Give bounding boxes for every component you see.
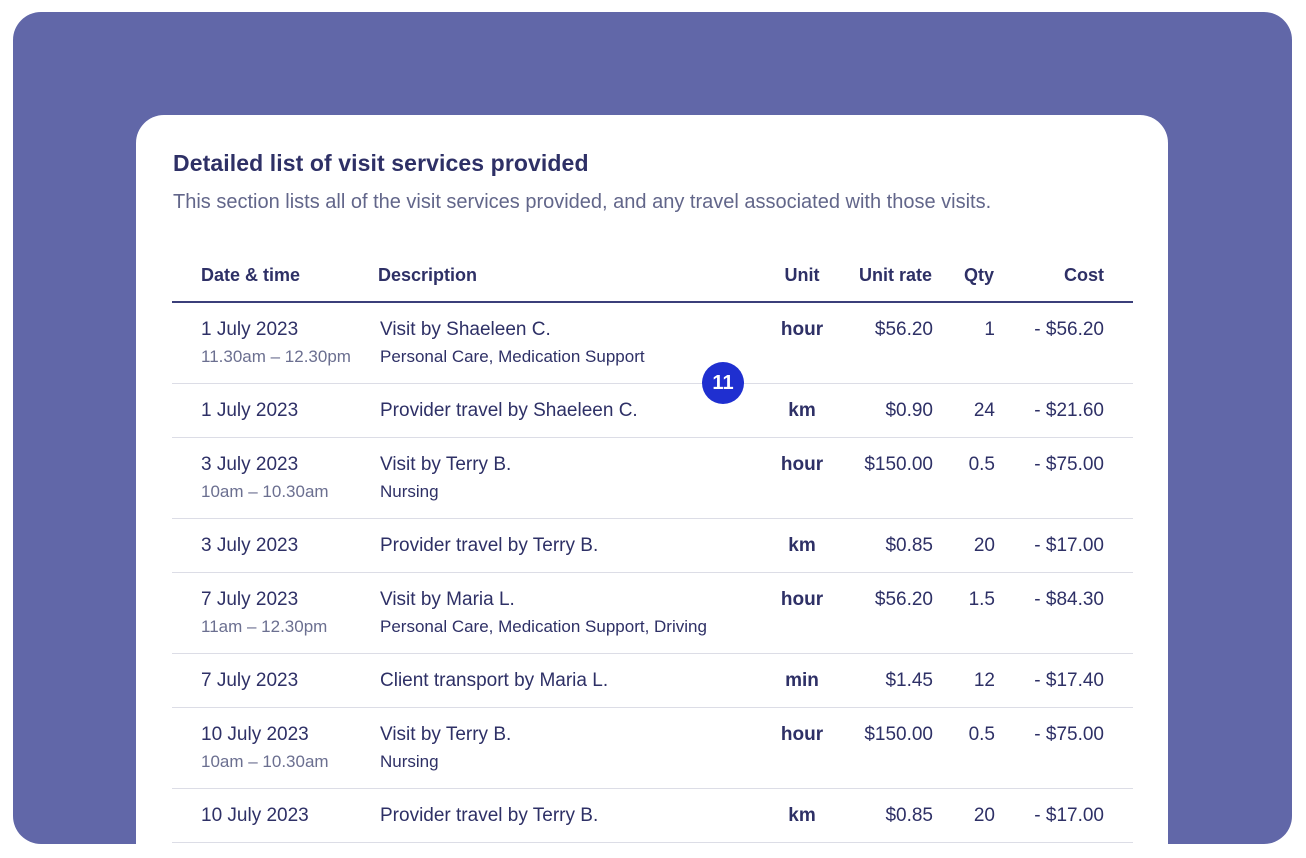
table-row: 3 July 2023 Provider travel by Terry B. …	[172, 519, 1133, 573]
visit-description: Visit by Terry B.	[380, 724, 512, 745]
outer-frame: Detailed list of visit services provided…	[13, 12, 1292, 844]
qty-cell: 12	[973, 670, 995, 691]
qty-cell: 1.5	[968, 589, 995, 610]
visit-date: 10 July 2023	[201, 724, 309, 745]
visit-time: 11am – 12.30pm	[201, 617, 328, 636]
visit-date: 1 July 2023	[201, 319, 299, 340]
unit-cell: hour	[780, 319, 824, 340]
unit-cell: hour	[780, 589, 824, 610]
services-table: Date & time Description Unit Unit rate Q…	[172, 255, 1133, 843]
cost-cell: - $21.60	[1034, 400, 1104, 421]
table-header: Date & time Description Unit Unit rate Q…	[172, 255, 1133, 303]
qty-cell: 0.5	[968, 724, 995, 745]
qty-cell: 20	[973, 805, 995, 826]
visit-time: 10am – 10.30am	[201, 482, 329, 501]
rate-cell: $0.85	[885, 805, 933, 826]
date-cell: 3 July 2023	[201, 535, 298, 557]
header-unit-rate: Unit rate	[858, 265, 932, 285]
cost-cell: - $75.00	[1034, 454, 1104, 475]
services-card: Detailed list of visit services provided…	[136, 115, 1168, 844]
description-cell: Provider travel by Terry B.	[380, 535, 598, 557]
table-row: 3 July 2023 10am – 10.30am Visit by Terr…	[172, 438, 1133, 519]
table-row: 1 July 2023 11.30am – 12.30pm Visit by S…	[172, 303, 1133, 384]
cost-cell: - $17.40	[1034, 670, 1104, 691]
description-cell: Visit by Terry B. Nursing	[380, 454, 511, 502]
description-cell: Visit by Maria L. Personal Care, Medicat…	[380, 589, 707, 637]
qty-cell: 1	[984, 319, 995, 340]
header-unit: Unit	[784, 265, 820, 285]
unit-cell: min	[785, 670, 819, 691]
visit-description: Provider travel by Shaeleen C.	[380, 400, 638, 421]
date-cell: 7 July 2023 11am – 12.30pm	[201, 589, 327, 637]
visit-time: 10am – 10.30am	[201, 752, 329, 771]
visit-description: Visit by Terry B.	[380, 454, 512, 475]
unit-cell: km	[788, 535, 816, 556]
visit-detail: Personal Care, Medication Support, Drivi…	[380, 617, 707, 636]
visit-date: 3 July 2023	[201, 535, 299, 556]
table-row: 10 July 2023 Provider travel by Terry B.…	[172, 789, 1133, 843]
table-row: 7 July 2023 11am – 12.30pm Visit by Mari…	[172, 573, 1133, 654]
qty-cell: 0.5	[968, 454, 995, 475]
rate-cell: $0.85	[885, 535, 933, 556]
rate-cell: $56.20	[874, 319, 933, 340]
rate-cell: $150.00	[864, 454, 933, 475]
visit-detail: Nursing	[380, 482, 439, 501]
cost-cell: - $84.30	[1034, 589, 1104, 610]
visit-description: Visit by Maria L.	[380, 589, 515, 610]
visit-description: Client transport by Maria L.	[380, 670, 609, 691]
section-title: Detailed list of visit services provided	[173, 150, 589, 176]
description-cell: Provider travel by Terry B.	[380, 805, 598, 827]
header-cost: Cost	[1064, 265, 1104, 285]
visit-description: Provider travel by Terry B.	[380, 805, 599, 826]
header-qty: Qty	[963, 265, 994, 285]
header-date: Date & time	[201, 265, 301, 285]
cost-cell: - $75.00	[1034, 724, 1104, 745]
header-description: Description	[378, 265, 478, 285]
visit-date: 7 July 2023	[201, 589, 299, 610]
date-cell: 10 July 2023 10am – 10.30am	[201, 724, 329, 772]
qty-cell: 20	[973, 535, 995, 556]
cost-cell: - $17.00	[1034, 535, 1104, 556]
rate-cell: $1.45	[885, 670, 933, 691]
date-cell: 7 July 2023	[201, 670, 298, 692]
date-cell: 3 July 2023 10am – 10.30am	[201, 454, 329, 502]
cost-cell: - $17.00	[1034, 805, 1104, 826]
section-subtitle: This section lists all of the visit serv…	[173, 191, 992, 213]
visit-description: Visit by Shaeleen C.	[380, 319, 551, 340]
date-cell: 1 July 2023 11.30am – 12.30pm	[201, 319, 351, 367]
unit-cell: km	[788, 400, 816, 421]
rate-cell: $56.20	[874, 589, 933, 610]
qty-cell: 24	[973, 400, 995, 421]
table-row: 7 July 2023 Client transport by Maria L.…	[172, 654, 1133, 708]
unit-cell: hour	[780, 454, 824, 475]
visit-date: 7 July 2023	[201, 670, 299, 691]
visit-description: Provider travel by Terry B.	[380, 535, 599, 556]
rate-cell: $150.00	[864, 724, 933, 745]
description-cell: Visit by Shaeleen C. Personal Care, Medi…	[380, 319, 645, 367]
visit-date: 1 July 2023	[201, 400, 299, 421]
cost-cell: - $56.20	[1034, 319, 1104, 340]
visit-date: 10 July 2023	[201, 805, 309, 826]
description-cell: Visit by Terry B. Nursing	[380, 724, 511, 772]
annotation-badge: 11	[702, 362, 744, 404]
visit-time: 11.30am – 12.30pm	[201, 347, 351, 366]
visit-detail: Nursing	[380, 752, 439, 771]
visit-detail: Personal Care, Medication Support	[380, 347, 645, 366]
unit-cell: km	[788, 805, 816, 826]
unit-cell: hour	[780, 724, 824, 745]
date-cell: 1 July 2023	[201, 400, 298, 422]
rate-cell: $0.90	[885, 400, 933, 421]
description-cell: Provider travel by Shaeleen C.	[380, 400, 638, 422]
description-cell: Client transport by Maria L.	[380, 670, 608, 692]
table-row: 1 July 2023 Provider travel by Shaeleen …	[172, 384, 1133, 438]
date-cell: 10 July 2023	[201, 805, 309, 827]
table-row: 10 July 2023 10am – 10.30am Visit by Ter…	[172, 708, 1133, 789]
visit-date: 3 July 2023	[201, 454, 299, 475]
